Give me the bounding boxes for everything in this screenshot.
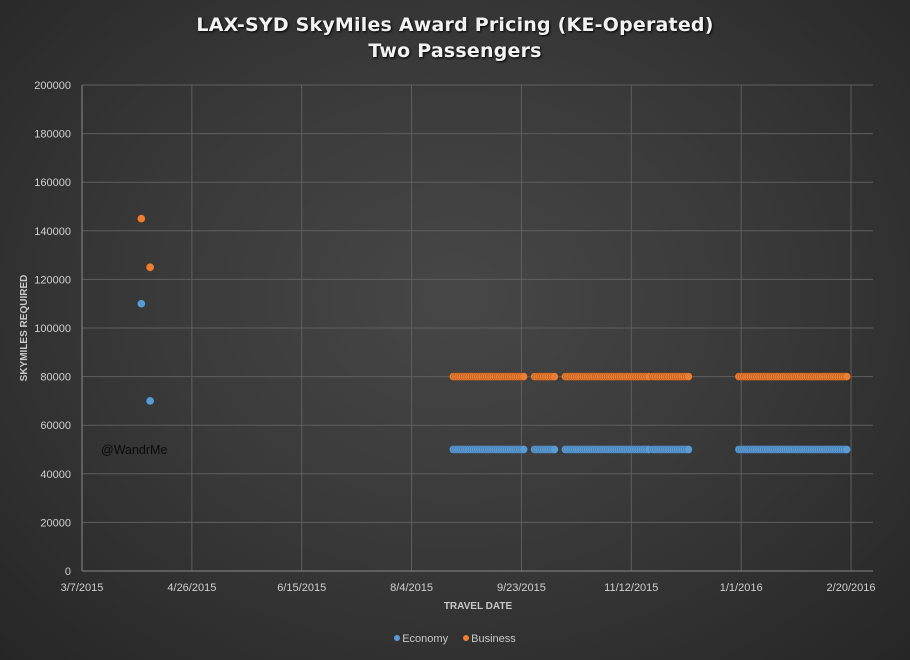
y-tick-label: 0 [65,566,71,578]
x-tick-label: 2/20/2016 [827,582,876,594]
x-tick-label: 4/26/2015 [167,582,216,594]
legend-label-business: Business [471,633,516,645]
data-point-business[interactable] [137,214,146,223]
y-tick-label: 200000 [34,80,71,92]
x-tick-label: 6/15/2015 [277,582,326,594]
y-tick-label: 100000 [34,323,71,335]
legend: Economy Business [0,633,910,645]
series-business [137,214,851,381]
series-points [137,214,851,454]
data-point-business[interactable] [550,372,559,381]
data-point-business[interactable] [519,372,528,381]
y-tick-label: 40000 [40,469,71,481]
y-tick-label: 80000 [40,372,71,384]
data-point-economy[interactable] [519,445,528,454]
watermark-annotation: @WandrMe [101,443,167,457]
legend-marker-economy [394,635,401,642]
data-point-economy[interactable] [842,445,851,454]
legend-label-economy: Economy [402,633,449,645]
y-axis-ticks: 0 20000 40000 60000 80000 100000 120000 140000 1… [34,80,71,578]
x-tick-label: 3/7/2015 [61,582,104,594]
data-point-economy[interactable] [550,445,559,454]
data-point-business[interactable] [145,262,155,272]
x-axis-title: TRAVEL DATE [444,601,513,612]
x-tick-label: 8/4/2015 [390,582,433,594]
series-economy [137,299,851,454]
legend-item-economy[interactable]: Economy [394,633,448,645]
gridlines [81,84,873,572]
y-tick-label: 120000 [34,274,71,286]
chart-title: LAX-SYD SkyMiles Award Pricing (KE-Opera… [0,12,910,64]
data-point-business[interactable] [684,372,693,381]
chart-subtitle: Two Passengers [368,40,542,62]
y-tick-label: 160000 [34,177,71,189]
x-tick-label: 1/1/2016 [720,582,763,594]
y-axis-title: SKYMILES REQUIRED [19,275,30,382]
data-point-economy[interactable] [145,396,155,406]
chart-title-line1: LAX-SYD SkyMiles Award Pricing (KE-Opera… [196,14,714,36]
data-point-economy[interactable] [137,299,146,309]
x-tick-label: 11/12/2015 [604,582,658,594]
y-tick-label: 20000 [40,517,71,529]
x-tick-label: 9/23/2015 [497,582,546,594]
data-point-business[interactable] [842,372,851,381]
x-axis-ticks: 3/7/2015 4/26/2015 6/15/2015 8/4/2015 9/23/2… [61,582,876,594]
y-tick-label: 60000 [40,420,71,432]
legend-item-business[interactable]: Business [463,633,516,645]
legend-marker-business [463,635,470,642]
data-point-economy[interactable] [684,445,693,454]
y-tick-label: 180000 [34,129,71,141]
y-tick-label: 140000 [34,226,71,238]
